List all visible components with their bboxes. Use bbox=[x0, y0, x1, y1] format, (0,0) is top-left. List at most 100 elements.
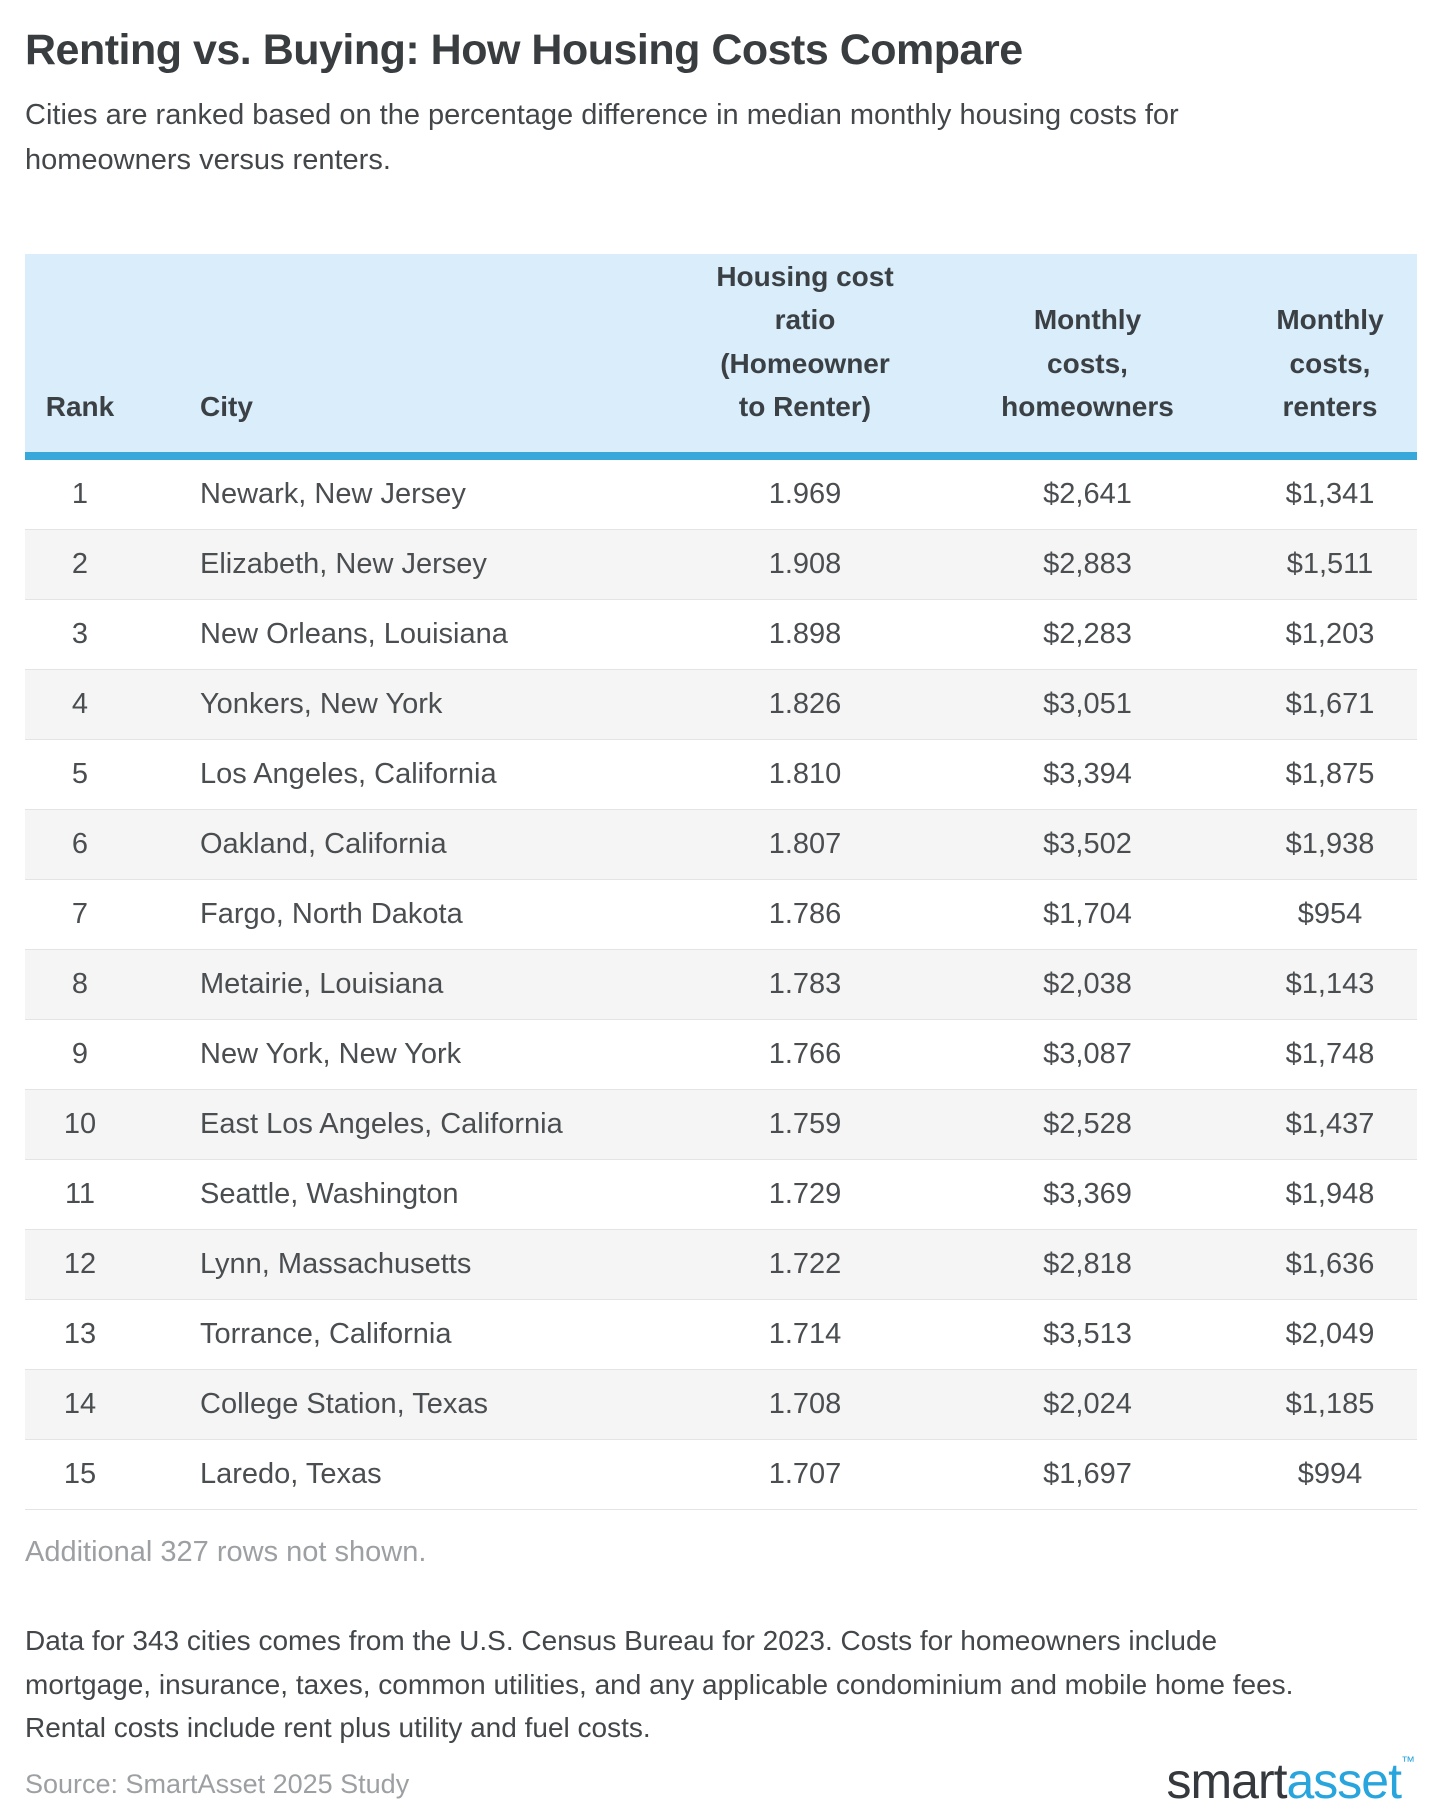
additional-rows-note: Additional 327 rows not shown. bbox=[25, 1536, 427, 1569]
ratio-cell: 1.826 bbox=[768, 688, 842, 721]
page-title: Renting vs. Buying: How Housing Costs Co… bbox=[25, 26, 1023, 74]
homeowner-cost-cell: $3,369 bbox=[1043, 1178, 1132, 1211]
city-cell: Oakland, California bbox=[200, 828, 447, 861]
homeowner-cost-cell: $1,704 bbox=[1043, 898, 1132, 931]
rank-cell: 8 bbox=[71, 968, 89, 1001]
homeowner-cost-cell: $2,024 bbox=[1043, 1388, 1132, 1421]
renter-cost-cell: $954 bbox=[1297, 898, 1363, 931]
column-header-monthly-costs-renters: Monthly costs, renters bbox=[1205, 298, 1417, 428]
page-subtitle: Cities are ranked based on the percentag… bbox=[25, 98, 1179, 176]
table-row: 14 College Station, Texas 1.708 $2,024 $… bbox=[25, 1370, 1417, 1441]
homeowner-cost-cell: $2,038 bbox=[1043, 968, 1132, 1001]
homeowner-cost-cell: $2,641 bbox=[1043, 478, 1132, 511]
homeowner-cost-cell: $3,087 bbox=[1043, 1038, 1132, 1071]
column-header-housing-cost-ratio: Housing cost ratio (Homeowner to Renter) bbox=[640, 255, 970, 429]
city-cell: New Orleans, Louisiana bbox=[200, 618, 508, 651]
renter-cost-cell: $1,938 bbox=[1285, 828, 1375, 861]
city-cell: College Station, Texas bbox=[200, 1388, 489, 1421]
table-row: 11 Seattle, Washington 1.729 $3,369 $1,9… bbox=[25, 1160, 1417, 1231]
rank-cell: 11 bbox=[64, 1178, 96, 1211]
city-cell: Seattle, Washington bbox=[200, 1178, 459, 1211]
homeowner-cost-cell: $3,051 bbox=[1043, 688, 1132, 721]
table-row: 9 New York, New York 1.766 $3,087 $1,748 bbox=[25, 1020, 1417, 1091]
renter-cost-cell: $2,049 bbox=[1285, 1318, 1375, 1351]
rank-cell: 4 bbox=[71, 688, 89, 721]
rank-cell: 10 bbox=[63, 1108, 97, 1141]
renter-cost-cell: $994 bbox=[1297, 1458, 1363, 1491]
city-cell: Torrance, California bbox=[200, 1318, 452, 1351]
city-cell: East Los Angeles, California bbox=[200, 1108, 563, 1141]
renter-cost-cell: $1,948 bbox=[1285, 1178, 1375, 1211]
logo-text-asset: asset bbox=[1286, 1752, 1402, 1809]
homeowner-cost-cell: $1,697 bbox=[1043, 1458, 1132, 1491]
ratio-cell: 1.708 bbox=[768, 1388, 842, 1421]
column-header-monthly-costs-homeowners: Monthly costs, homeowners bbox=[970, 298, 1205, 428]
homeowner-cost-cell: $2,883 bbox=[1043, 548, 1132, 581]
column-header-city: City bbox=[135, 385, 640, 428]
table-row: 13 Torrance, California 1.714 $3,513 $2,… bbox=[25, 1300, 1417, 1371]
table-row: 2 Elizabeth, New Jersey 1.908 $2,883 $1,… bbox=[25, 530, 1417, 601]
table-body: 1 Newark, New Jersey 1.969 $2,641 $1,341… bbox=[25, 460, 1417, 1511]
ratio-cell: 1.807 bbox=[768, 828, 842, 861]
ratio-cell: 1.783 bbox=[768, 968, 842, 1001]
table-row: 5 Los Angeles, California 1.810 $3,394 $… bbox=[25, 740, 1417, 811]
ratio-cell: 1.707 bbox=[768, 1458, 842, 1491]
ratio-cell: 1.714 bbox=[768, 1318, 842, 1351]
rank-cell: 7 bbox=[71, 898, 89, 931]
city-cell: Lynn, Massachusetts bbox=[200, 1248, 472, 1281]
renter-cost-cell: $1,437 bbox=[1285, 1108, 1375, 1141]
city-cell: Newark, New Jersey bbox=[200, 478, 466, 511]
ratio-cell: 1.810 bbox=[768, 758, 842, 791]
methodology-footnote: Data for 343 cities comes from the U.S. … bbox=[25, 1625, 1294, 1744]
city-cell: Fargo, North Dakota bbox=[200, 898, 463, 931]
rank-cell: 14 bbox=[63, 1388, 97, 1421]
ratio-cell: 1.722 bbox=[768, 1248, 842, 1281]
rank-cell: 12 bbox=[63, 1248, 97, 1281]
table-row: 6 Oakland, California 1.807 $3,502 $1,93… bbox=[25, 810, 1417, 881]
source-attribution: Source: SmartAsset 2025 Study bbox=[25, 1768, 410, 1799]
rank-cell: 3 bbox=[71, 618, 89, 651]
logo-text-smart: smart bbox=[1166, 1752, 1287, 1809]
table-header-row: Rank City Housing cost ratio (Homeowner … bbox=[25, 254, 1417, 461]
rank-cell: 6 bbox=[71, 828, 89, 861]
table-row: 7 Fargo, North Dakota 1.786 $1,704 $954 bbox=[25, 880, 1417, 951]
column-header-ratio-label: Housing cost ratio (Homeowner to Renter) bbox=[716, 260, 894, 423]
renter-cost-cell: $1,636 bbox=[1285, 1248, 1375, 1281]
table-row: 12 Lynn, Massachusetts 1.722 $2,818 $1,6… bbox=[25, 1230, 1417, 1301]
column-header-renters-label: Monthly costs, renters bbox=[1276, 304, 1384, 423]
rank-cell: 13 bbox=[63, 1318, 97, 1351]
homeowner-cost-cell: $2,818 bbox=[1043, 1248, 1132, 1281]
table-row: 4 Yonkers, New York 1.826 $3,051 $1,671 bbox=[25, 670, 1417, 741]
column-header-homeowners-label: Monthly costs, homeowners bbox=[1001, 304, 1174, 423]
ratio-cell: 1.898 bbox=[768, 618, 842, 651]
ratio-cell: 1.759 bbox=[768, 1108, 842, 1141]
city-cell: New York, New York bbox=[200, 1038, 462, 1071]
table-row: 1 Newark, New Jersey 1.969 $2,641 $1,341 bbox=[25, 460, 1417, 531]
table-row: 3 New Orleans, Louisiana 1.898 $2,283 $1… bbox=[25, 600, 1417, 671]
rank-cell: 1 bbox=[71, 478, 89, 511]
city-cell: Los Angeles, California bbox=[200, 758, 497, 791]
homeowner-cost-cell: $2,283 bbox=[1043, 618, 1132, 651]
renter-cost-cell: $1,511 bbox=[1286, 548, 1374, 581]
city-cell: Laredo, Texas bbox=[200, 1458, 382, 1491]
renter-cost-cell: $1,203 bbox=[1285, 618, 1375, 651]
city-cell: Yonkers, New York bbox=[200, 688, 443, 721]
rank-cell: 15 bbox=[63, 1458, 97, 1491]
renter-cost-cell: $1,341 bbox=[1285, 478, 1375, 511]
renter-cost-cell: $1,143 bbox=[1285, 968, 1375, 1001]
renter-cost-cell: $1,875 bbox=[1285, 758, 1375, 791]
trademark-symbol: ™ bbox=[1401, 1752, 1415, 1769]
homeowner-cost-cell: $3,394 bbox=[1043, 758, 1132, 791]
rank-cell: 2 bbox=[71, 548, 89, 581]
homeowner-cost-cell: $2,528 bbox=[1043, 1108, 1132, 1141]
ratio-cell: 1.969 bbox=[768, 478, 842, 511]
ratio-cell: 1.729 bbox=[768, 1178, 842, 1211]
table-row: 15 Laredo, Texas 1.707 $1,697 $994 bbox=[25, 1440, 1417, 1511]
table-row: 10 East Los Angeles, California 1.759 $2… bbox=[25, 1090, 1417, 1161]
rank-cell: 5 bbox=[71, 758, 89, 791]
rank-cell: 9 bbox=[71, 1038, 89, 1071]
city-cell: Metairie, Louisiana bbox=[200, 968, 444, 1001]
ratio-cell: 1.766 bbox=[768, 1038, 842, 1071]
city-cell: Elizabeth, New Jersey bbox=[200, 548, 487, 581]
homeowner-cost-cell: $3,513 bbox=[1043, 1318, 1132, 1351]
